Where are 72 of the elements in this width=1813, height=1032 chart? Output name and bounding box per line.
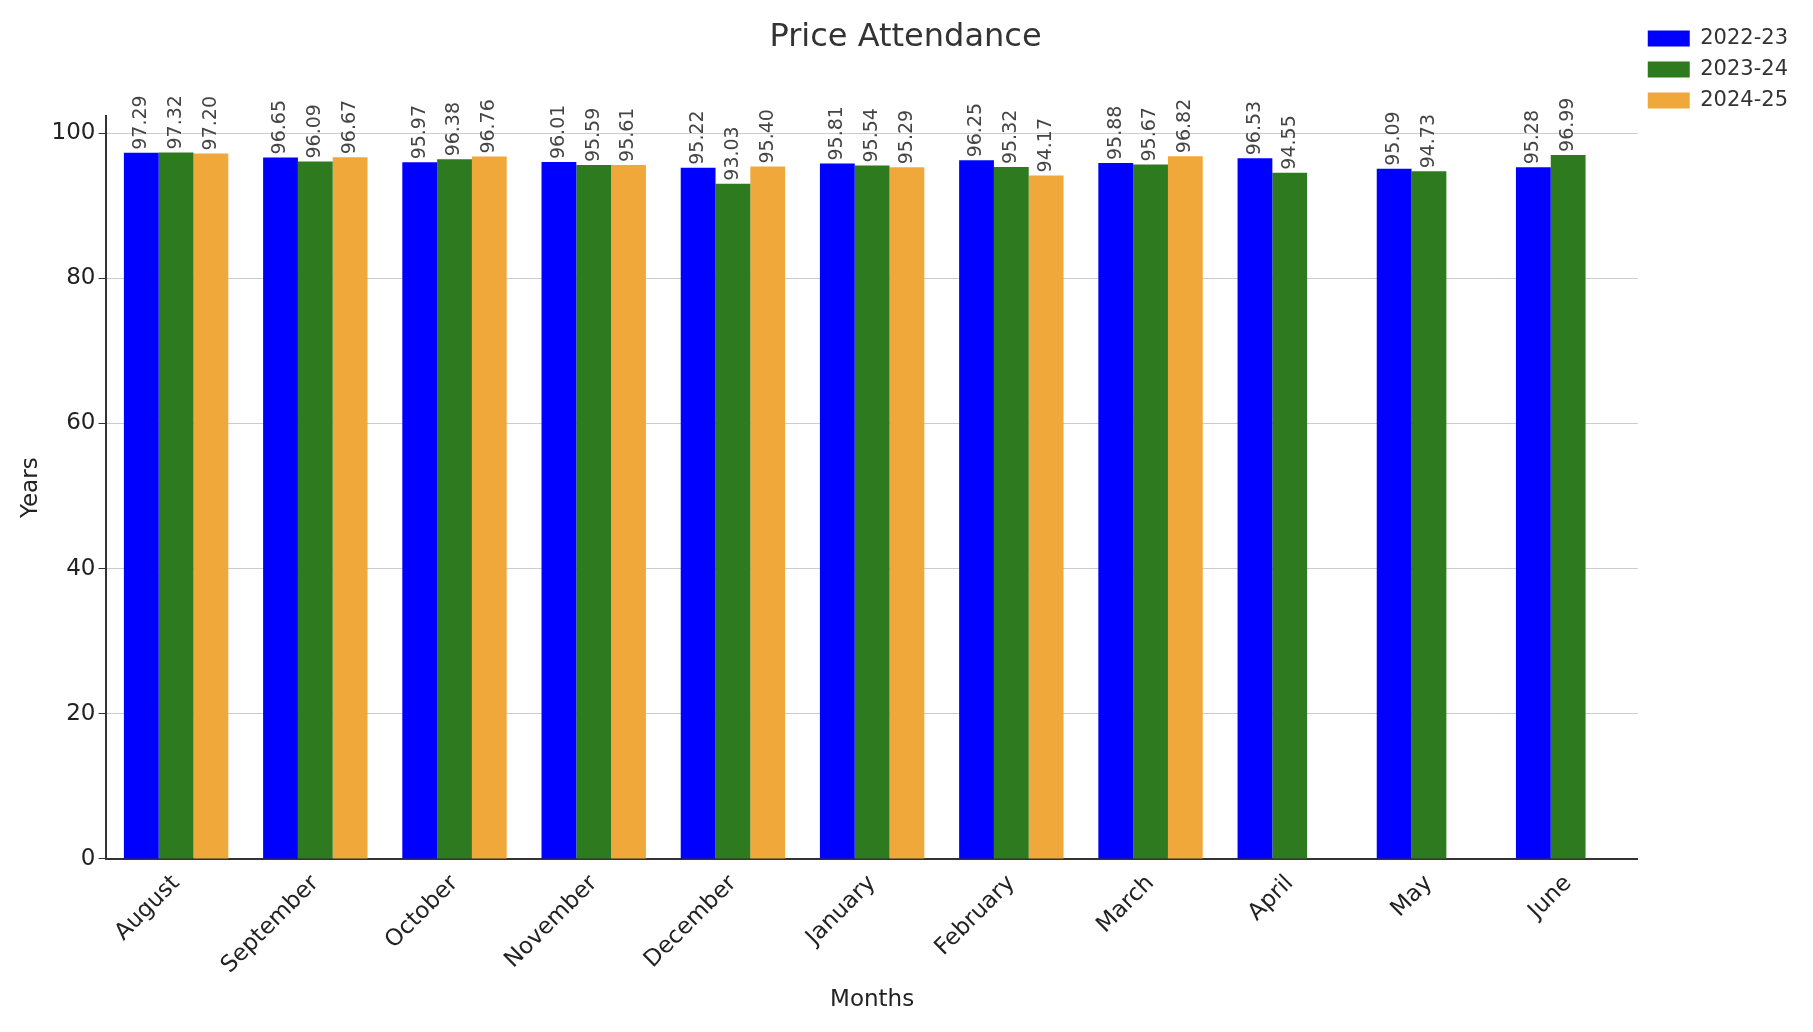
bar [1028, 175, 1064, 859]
data-label: 95.61 [615, 107, 638, 162]
bar [959, 160, 994, 859]
y-tick-label: 60 [66, 408, 96, 435]
y-tick-label: 20 [66, 698, 96, 725]
data-label: 95.59 [580, 107, 603, 163]
data-label: 97.32 [163, 95, 186, 150]
bar [854, 165, 890, 859]
x-axis-title: Months [830, 985, 915, 1012]
bar [1376, 168, 1412, 859]
bar [889, 167, 925, 859]
bar [541, 162, 577, 859]
data-label: 94.73 [1415, 113, 1438, 169]
data-label: 96.82 [1172, 98, 1195, 154]
data-label: 96.09 [302, 104, 325, 159]
data-label: 95.67 [1137, 107, 1160, 162]
data-label: 96.53 [1241, 100, 1264, 156]
bar [1133, 164, 1168, 859]
data-label: 95.88 [1102, 105, 1125, 160]
bar [1272, 172, 1308, 859]
data-label: 96.76 [476, 99, 499, 154]
data-label: 94.55 [1276, 115, 1299, 170]
bar [993, 167, 1029, 859]
bar [715, 183, 751, 859]
bar [611, 164, 646, 859]
data-label: 95.81 [824, 106, 847, 161]
y-tick-label: 80 [66, 263, 96, 290]
data-label: 95.28 [1520, 109, 1543, 165]
bar [123, 152, 159, 859]
data-label: 96.67 [337, 99, 360, 155]
data-label: 96.25 [963, 102, 986, 158]
bar [1237, 158, 1273, 859]
bar [471, 156, 507, 859]
data-label: 93.03 [719, 126, 742, 181]
data-label: 95.32 [998, 109, 1021, 165]
bar [680, 167, 716, 859]
bar [576, 165, 612, 859]
data-label: 95.29 [893, 109, 916, 165]
bar [437, 159, 472, 859]
bar [158, 152, 194, 859]
bar [193, 153, 229, 859]
legend-label: 2022-23 [1700, 24, 1789, 49]
data-label: 96.01 [545, 104, 568, 160]
bar [1411, 171, 1447, 859]
bar [1098, 163, 1134, 859]
y-tick-label: 0 [80, 843, 96, 870]
data-label: 97.29 [128, 95, 151, 150]
bar [332, 157, 368, 859]
data-label: 95.09 [1381, 111, 1404, 166]
data-label: 96.99 [1555, 97, 1578, 152]
data-label: 95.22 [685, 110, 708, 165]
bar [819, 163, 855, 859]
y-tick-label: 100 [51, 118, 96, 145]
legend-label: 2024-25 [1700, 86, 1789, 111]
y-axis-title: Years [15, 457, 42, 520]
bar [750, 166, 786, 859]
legend-label: 2023-24 [1700, 55, 1789, 80]
data-label: 95.40 [754, 109, 777, 164]
bar [1167, 156, 1203, 859]
data-label: 94.17 [1033, 118, 1056, 173]
bar [1515, 167, 1551, 859]
bar [263, 157, 298, 859]
bar [297, 161, 333, 859]
bar [402, 162, 438, 859]
bar [1550, 154, 1586, 859]
chart-title: Price Attendance [769, 15, 1042, 54]
data-label: 96.65 [267, 100, 290, 155]
data-label: 95.97 [406, 104, 429, 160]
data-label: 97.20 [197, 96, 220, 151]
data-label: 95.54 [859, 108, 882, 163]
y-tick-label: 40 [66, 553, 96, 580]
data-label: 96.38 [441, 101, 464, 157]
